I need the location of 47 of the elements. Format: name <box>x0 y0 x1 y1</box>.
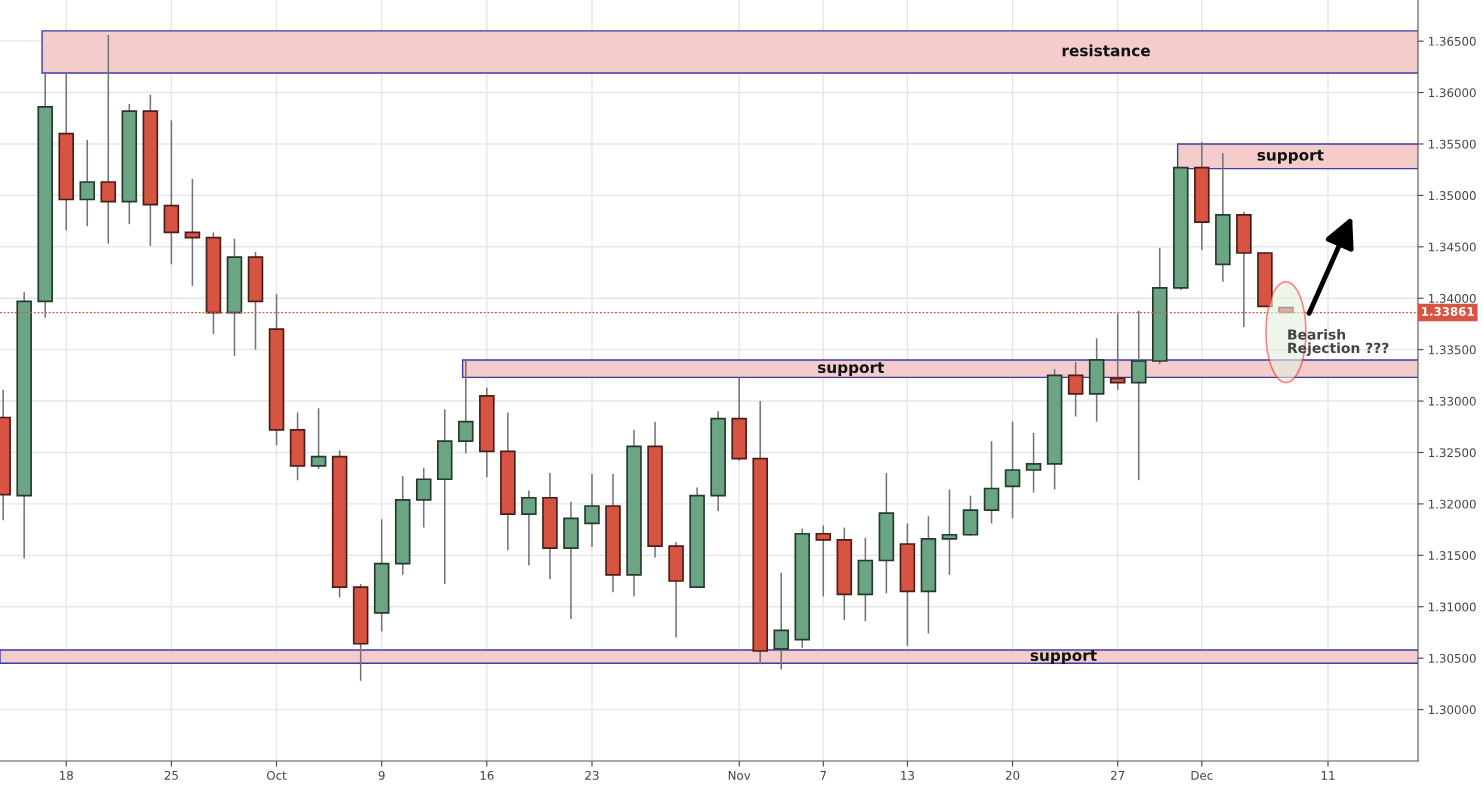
candlestick <box>100 34 117 245</box>
x-tick-label: Oct <box>266 770 287 780</box>
band-label: support <box>1257 149 1324 164</box>
x-tick-label: 13 <box>901 770 914 780</box>
y-tick-label: 1.30500 <box>1429 653 1476 663</box>
y-tick-label: 1.32000 <box>1429 499 1476 509</box>
candlestick <box>1130 309 1147 482</box>
x-tick-label: 25 <box>164 770 178 780</box>
candlestick <box>521 489 537 567</box>
y-tick-label: 1.35000 <box>1429 191 1476 201</box>
y-tick-label: 1.34500 <box>1429 242 1476 252</box>
x-tick-label: 11 <box>1321 771 1335 780</box>
x-tick-label: 16 <box>480 770 494 780</box>
x-tick-label: 27 <box>1111 770 1125 780</box>
candlestick <box>1025 432 1042 494</box>
y-tick-label: 1.31500 <box>1429 551 1476 560</box>
band-label: resistance <box>1062 44 1150 57</box>
y-tick-label: 1.36500 <box>1429 36 1476 46</box>
candlestick <box>458 359 474 455</box>
candlestick <box>310 407 327 470</box>
x-tick-label: 20 <box>1005 770 1020 780</box>
candlestick <box>941 488 958 576</box>
x-tick-label: 23 <box>585 770 599 780</box>
band-label: support <box>818 362 885 377</box>
y-tick-label: 1.36000 <box>1429 88 1476 98</box>
candlestick <box>79 139 96 228</box>
y-tick-label: 1.32500 <box>1429 448 1476 458</box>
y-tick-label: 1.33500 <box>1429 345 1476 355</box>
ref-line-label: 1.33861 <box>1422 307 1474 316</box>
candlestick <box>815 524 832 598</box>
y-tick-label: 1.34000 <box>1429 293 1476 303</box>
band-label: support <box>1030 650 1097 665</box>
y-tick-label: 1.33000 <box>1429 396 1476 406</box>
x-tick-label: Nov <box>728 771 751 780</box>
candlestick <box>983 440 1000 525</box>
y-tick-label: 1.35500 <box>1429 139 1476 149</box>
candlestick <box>1067 361 1084 418</box>
x-tick-label: 7 <box>820 771 827 780</box>
candlestick <box>773 572 790 671</box>
x-tick-label: 9 <box>378 770 385 780</box>
y-tick-label: 1.31000 <box>1429 602 1476 612</box>
candlestick <box>584 473 600 548</box>
candlestick <box>1004 420 1021 520</box>
x-tick-label: Dec <box>1191 771 1213 780</box>
x-tick-label: 18 <box>60 770 73 780</box>
candlestick <box>415 467 432 529</box>
y-tick-label: 1.30000 <box>1429 705 1476 715</box>
